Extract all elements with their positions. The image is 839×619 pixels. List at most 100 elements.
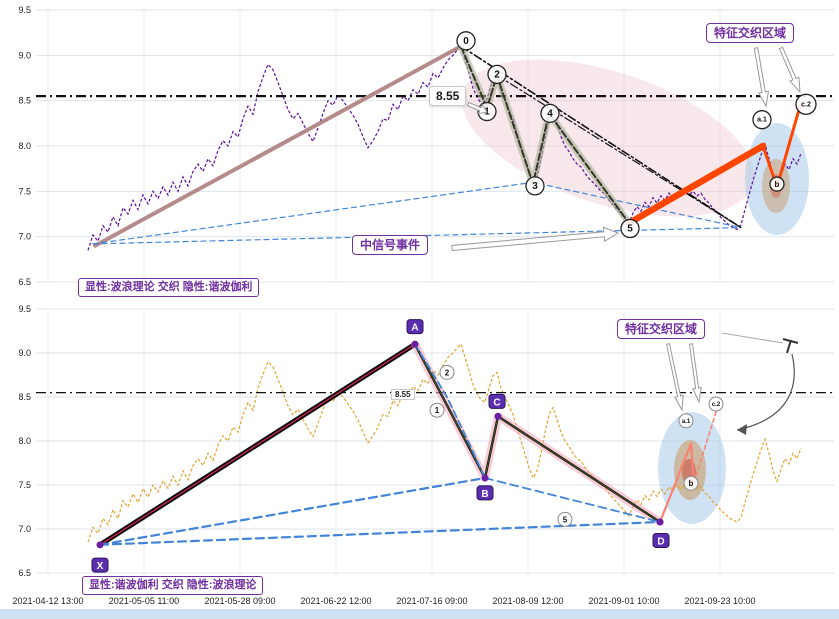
x-tick-label: 2021-06-22 12:00 bbox=[300, 596, 371, 606]
x-tick-label: 2021-08-09 12:00 bbox=[492, 596, 563, 606]
bottom-scroll-strip[interactable] bbox=[0, 609, 839, 619]
wave-marker-3 bbox=[525, 176, 545, 196]
point-label-D bbox=[652, 532, 670, 548]
vertex-dot bbox=[481, 474, 489, 482]
wedge-trendline-upper bbox=[460, 45, 742, 229]
wave-marker-text-b: b bbox=[689, 479, 694, 488]
point-label-C bbox=[488, 393, 506, 409]
x-tick-label: 2021-09-01 10:00 bbox=[588, 596, 659, 606]
wave-marker-text-2: 2 bbox=[445, 368, 450, 377]
xa-leg-red-core bbox=[99, 343, 416, 546]
point-label-text-X: X bbox=[97, 561, 104, 572]
hline-callout-arrow bbox=[466, 101, 488, 115]
legend-bottom-panel: 显性:谐波伽利 交织 隐性:波浪理论 bbox=[82, 576, 264, 595]
wave-marker-text-a.1: a.1 bbox=[757, 117, 767, 124]
wave-marker-2 bbox=[487, 64, 507, 85]
wave-c-thick bbox=[625, 142, 767, 227]
wave-marker-text-0: 0 bbox=[463, 36, 469, 47]
abcd-legs-green bbox=[414, 343, 661, 523]
y-tick-label: 6.5 bbox=[18, 568, 31, 578]
y-tick-label: 6.5 bbox=[18, 277, 31, 287]
feature-zone-label-top: 特征交织区域 bbox=[706, 23, 795, 44]
wave-marker-a.1 bbox=[678, 413, 694, 429]
wave-marker-b bbox=[769, 176, 785, 192]
y-tick-label: 9.0 bbox=[18, 50, 31, 60]
wave-marker-text-b: b bbox=[775, 180, 780, 189]
x-tick-label: 2021-05-05 11:00 bbox=[109, 596, 179, 606]
vertex-dot bbox=[494, 412, 502, 420]
wave-12345-core bbox=[460, 45, 630, 225]
wave-marker-text-a.1: a.1 bbox=[682, 419, 691, 425]
x-tick-label: 2021-07-16 09:00 bbox=[396, 596, 467, 606]
wave-marker-c.2 bbox=[708, 396, 724, 412]
vertex-dot bbox=[656, 518, 664, 526]
wave-marker-5 bbox=[620, 218, 640, 239]
signal-callout-arrow bbox=[451, 226, 620, 252]
y-tick-label: 8.5 bbox=[18, 96, 31, 106]
pattern-highlight-ellipse bbox=[462, 59, 754, 217]
wave-marker-0 bbox=[456, 31, 476, 51]
curved-pointer bbox=[736, 353, 795, 431]
wave-marker-c.2 bbox=[795, 93, 817, 115]
wave-marker-1 bbox=[429, 402, 445, 418]
harmonic-bd-dashed bbox=[484, 477, 661, 523]
vertex-dot bbox=[96, 541, 104, 549]
signal-event-label: 中信号事件 bbox=[352, 235, 429, 256]
vertex-dot bbox=[411, 340, 419, 348]
decor-line bbox=[721, 332, 784, 344]
price-level-label-top: 8.55 bbox=[429, 86, 467, 106]
wave-marker-text-5: 5 bbox=[563, 515, 568, 524]
y-tick-label: 8.5 bbox=[18, 392, 31, 402]
wave-marker-text-5: 5 bbox=[627, 224, 633, 235]
wave-marker-text-4: 4 bbox=[547, 108, 553, 119]
y-tick-label: 9.5 bbox=[18, 5, 31, 15]
y-tick-label: 9.5 bbox=[18, 304, 31, 314]
region-callout-arrow-1 bbox=[753, 47, 770, 108]
wave-marker-text-1: 1 bbox=[435, 406, 440, 415]
x-tick-label: 2021-09-23 10:00 bbox=[684, 596, 755, 606]
wave-marker-text-2: 2 bbox=[494, 69, 500, 80]
wave-marker-text-3: 3 bbox=[532, 181, 538, 192]
price-level-label-bottom: 8.55 bbox=[391, 389, 415, 400]
y-tick-label: 7.0 bbox=[18, 524, 31, 534]
y-tick-label: 7.5 bbox=[18, 186, 31, 196]
harmonic-xd-dashed bbox=[98, 520, 662, 546]
region-callout-arrow-2 bbox=[778, 46, 801, 94]
wave-marker-text-c.2: c.2 bbox=[712, 402, 721, 408]
implied-abc-dashed bbox=[693, 405, 719, 484]
wave-marker-4 bbox=[540, 103, 560, 124]
x-tick-label: 2021-04-12 13:00 bbox=[12, 596, 83, 606]
wave-marker-5 bbox=[557, 511, 573, 527]
wave-marker-a.1 bbox=[752, 110, 772, 130]
curved-pointer-head bbox=[737, 424, 747, 435]
impulse-trendline bbox=[93, 44, 463, 248]
wedge-trendline-lower bbox=[496, 74, 742, 229]
point-label-text-A: A bbox=[411, 323, 418, 334]
implied-abc-solid bbox=[658, 442, 696, 524]
point-label-X bbox=[91, 557, 109, 573]
region-callout-arrow-2 bbox=[688, 343, 702, 404]
legend-top-panel: 显性:波浪理论 交织 隐性:谐波伽利 bbox=[78, 278, 260, 297]
y-tick-label: 8.0 bbox=[18, 141, 31, 151]
harmonic-xb-dashed bbox=[98, 476, 487, 546]
wave-marker-2 bbox=[439, 364, 455, 380]
x-tick-label: 2021-05-28 09:00 bbox=[204, 596, 275, 606]
point-label-A bbox=[406, 319, 424, 335]
price-line bbox=[87, 45, 802, 251]
y-tick-label: 9.0 bbox=[18, 348, 31, 358]
feature-zone-label-bottom: 特征交织区域 bbox=[617, 319, 706, 340]
point-label-text-D: D bbox=[657, 536, 664, 547]
wave-marker-text-c.2: c.2 bbox=[801, 101, 811, 108]
point-label-text-C: C bbox=[493, 397, 500, 408]
y-tick-label: 7.5 bbox=[18, 480, 31, 490]
y-tick-label: 8.0 bbox=[18, 436, 31, 446]
wave-marker-b bbox=[683, 475, 699, 491]
harmonic-ab-dashed bbox=[414, 343, 486, 479]
y-tick-label: 7.0 bbox=[18, 232, 31, 242]
decor-line bbox=[786, 339, 792, 354]
region-callout-arrow-1 bbox=[665, 343, 684, 412]
point-label-text-B: B bbox=[481, 489, 488, 500]
point-label-B bbox=[476, 485, 494, 501]
